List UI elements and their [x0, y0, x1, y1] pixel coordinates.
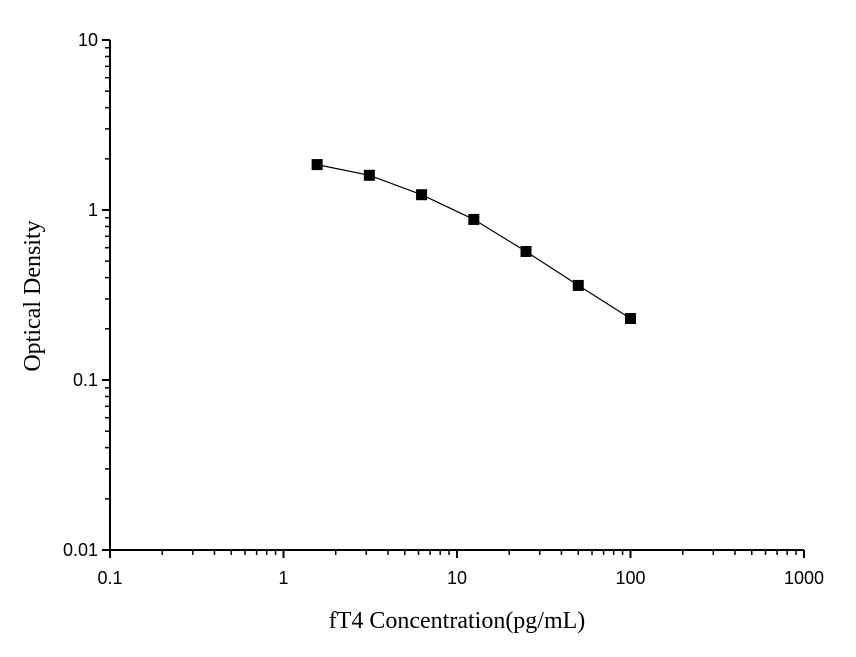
axes: 0.1 1 10 100 1000 0.01 0.1 1 10	[63, 30, 824, 588]
y-tick-label: 1	[88, 200, 98, 220]
data-point	[416, 189, 428, 201]
y-tick-label: 0.1	[73, 370, 98, 390]
x-tick-label: 10	[447, 568, 467, 588]
data-point	[520, 246, 532, 258]
data-point	[468, 213, 480, 225]
data-point	[625, 313, 636, 325]
data-point	[363, 169, 375, 181]
data-point	[572, 279, 584, 291]
y-axis-title: Optical Density	[20, 220, 46, 371]
x-tick-label: 1	[278, 568, 288, 588]
x-tick-label: 0.1	[97, 568, 122, 588]
x-tick-label: 100	[615, 568, 645, 588]
y-tick-label: 10	[78, 30, 98, 50]
x-tick-label: 1000	[784, 568, 824, 588]
series-line	[316, 164, 631, 320]
y-tick-label: 0.01	[63, 540, 98, 560]
data-marks	[311, 159, 636, 325]
data-point	[311, 159, 323, 171]
x-axis-title: fT4 Concentration(pg/mL)	[329, 608, 586, 634]
